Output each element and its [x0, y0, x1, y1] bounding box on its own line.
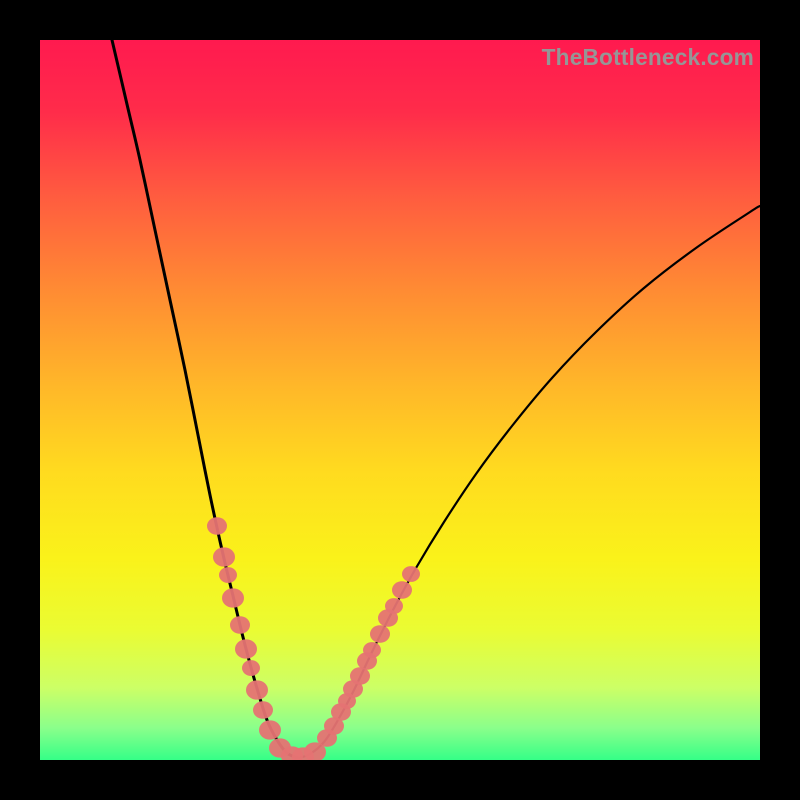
data-marker	[246, 680, 268, 699]
watermark-label: TheBottleneck.com	[542, 44, 754, 71]
data-marker	[219, 567, 237, 583]
data-marker	[222, 588, 244, 607]
data-marker	[259, 720, 281, 739]
data-marker	[253, 701, 273, 719]
data-marker	[385, 598, 403, 614]
data-marker	[207, 517, 227, 535]
data-marker	[392, 581, 412, 599]
data-marker	[350, 667, 370, 685]
data-marker	[242, 660, 260, 676]
chart-frame: TheBottleneck.com	[0, 0, 800, 800]
data-marker	[235, 639, 257, 658]
plot-area: TheBottleneck.com	[40, 40, 760, 760]
data-marker	[370, 625, 390, 643]
data-marker	[363, 642, 381, 658]
data-markers	[207, 517, 420, 760]
data-marker	[213, 547, 235, 566]
data-marker	[402, 566, 420, 582]
bottleneck-curve-left	[112, 40, 298, 758]
curve-layer	[40, 40, 760, 760]
data-marker	[230, 616, 250, 634]
